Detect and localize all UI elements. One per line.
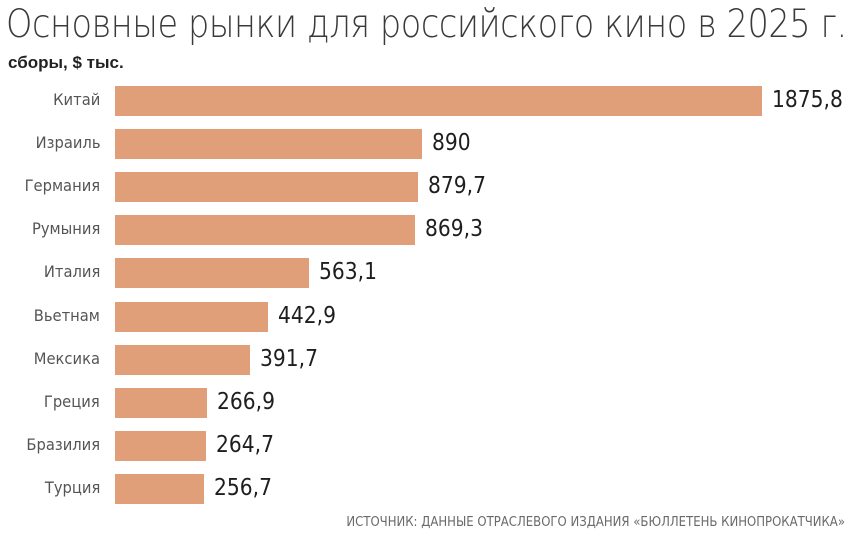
value-label: 266,9 [217, 389, 276, 415]
category-label: Германия [24, 176, 100, 195]
bar [115, 474, 204, 504]
bar-row: Китай 1875,8 [0, 86, 857, 116]
category-label: Китай [52, 90, 100, 109]
category-label: Мексика [33, 349, 100, 368]
bar-row: Румыния 869,3 [0, 215, 857, 245]
bar-row: Греция 266,9 [0, 388, 857, 418]
chart-subtitle: сборы, $ тыс. [8, 53, 124, 72]
category-label: Турция [44, 478, 100, 497]
bar [115, 172, 419, 202]
bar [115, 302, 268, 332]
bar [115, 129, 422, 159]
bar-row: Израиль 890 [0, 129, 857, 159]
value-label: 1875,8 [772, 87, 843, 113]
bar [115, 215, 415, 245]
value-label: 391,7 [260, 346, 319, 372]
bar [115, 431, 207, 461]
bar-row: Вьетнам 442,9 [0, 302, 857, 332]
value-label: 563,1 [319, 259, 378, 285]
bar [115, 345, 251, 375]
bar-row: Мексика 391,7 [0, 345, 857, 375]
source-note: ИСТОЧНИК: ДАННЫЕ ОТРАСЛЕВОГО ИЗДАНИЯ «БЮ… [346, 515, 845, 530]
bar [115, 388, 208, 418]
chart-title: Основные рынки для российского кино в 20… [6, 2, 847, 47]
bar-row: Италия 563,1 [0, 258, 857, 288]
bar-row: Бразилия 264,7 [0, 431, 857, 461]
category-label: Израиль [35, 133, 100, 152]
bar [115, 258, 310, 288]
value-label: 869,3 [424, 216, 483, 242]
category-label: Италия [43, 262, 100, 281]
value-label: 256,7 [213, 475, 272, 501]
category-label: Румыния [31, 219, 100, 238]
value-label: 264,7 [216, 432, 275, 458]
bar-row: Турция 256,7 [0, 474, 857, 504]
bar [115, 86, 762, 116]
category-label: Бразилия [26, 435, 100, 454]
value-label: 442,9 [277, 303, 336, 329]
category-label: Греция [44, 392, 100, 411]
value-label: 879,7 [428, 173, 487, 199]
category-label: Вьетнам [33, 306, 100, 325]
value-label: 890 [431, 130, 471, 156]
bar-row: Германия 879,7 [0, 172, 857, 202]
